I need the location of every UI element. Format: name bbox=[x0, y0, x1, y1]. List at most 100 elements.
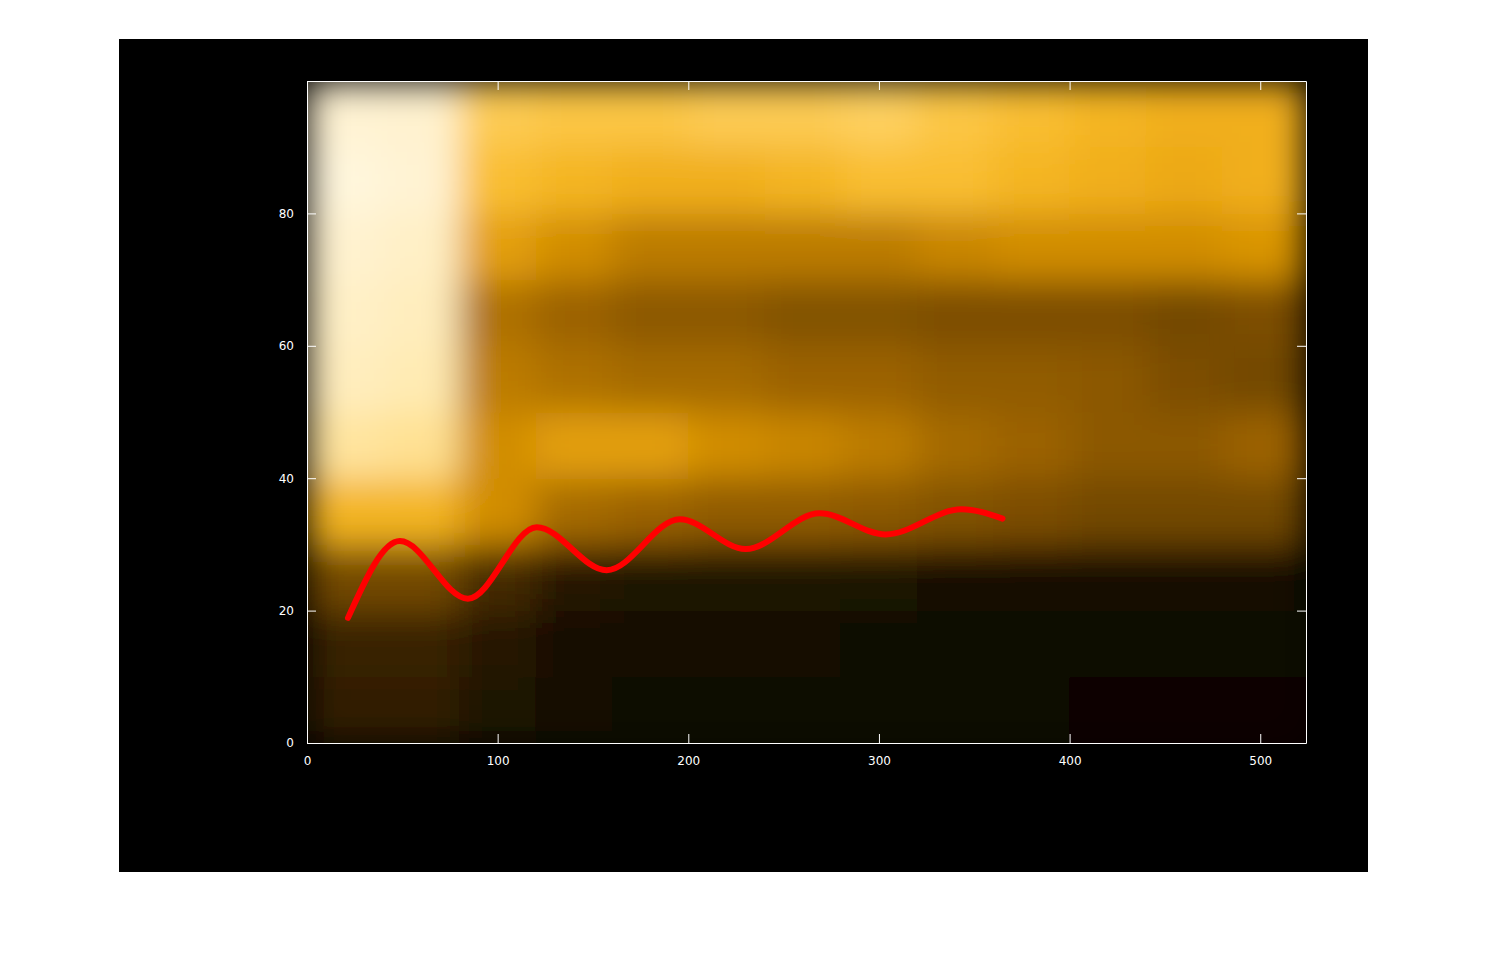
image-cell bbox=[688, 346, 765, 413]
image-cell bbox=[612, 213, 689, 280]
tick bbox=[1070, 81, 1071, 90]
image-cell bbox=[1298, 213, 1306, 280]
image-cell bbox=[383, 346, 460, 413]
axis-line bbox=[308, 743, 1307, 744]
line bbox=[348, 509, 1002, 618]
image-cell bbox=[841, 677, 918, 743]
image-cell bbox=[307, 544, 384, 611]
tick-mark bbox=[1297, 346, 1306, 347]
image-cell bbox=[1298, 412, 1306, 479]
image-cell bbox=[1146, 346, 1223, 413]
axis bbox=[308, 81, 1307, 90]
image-cell bbox=[1070, 677, 1147, 743]
image bbox=[307, 81, 1306, 743]
image-cell bbox=[383, 147, 460, 214]
image-cell bbox=[1070, 213, 1147, 280]
image-cell bbox=[1070, 478, 1147, 545]
tick-mark bbox=[1297, 213, 1306, 214]
image-cell bbox=[1070, 346, 1147, 413]
image-cell bbox=[612, 677, 689, 743]
tick-label: 80 bbox=[279, 207, 294, 221]
image-cell bbox=[536, 81, 613, 148]
tick-mark bbox=[1297, 611, 1306, 612]
tick-mark bbox=[1297, 743, 1306, 744]
image-cell bbox=[993, 611, 1070, 678]
image-cell bbox=[993, 677, 1070, 743]
image-cell bbox=[917, 611, 994, 678]
image-cell bbox=[993, 147, 1070, 214]
image-cell bbox=[1070, 412, 1147, 479]
image-cell bbox=[460, 677, 537, 743]
image-cell bbox=[612, 346, 689, 413]
axis bbox=[1297, 82, 1307, 744]
image-cell bbox=[688, 412, 765, 479]
image-cell bbox=[612, 81, 689, 148]
image-cell bbox=[307, 346, 384, 413]
tick-label: 40 bbox=[279, 472, 294, 486]
image-cell bbox=[993, 280, 1070, 347]
image-cell bbox=[536, 147, 613, 214]
image-cell bbox=[841, 611, 918, 678]
image-cell bbox=[1070, 81, 1147, 148]
image-cell bbox=[460, 280, 537, 347]
image-cell bbox=[307, 280, 384, 347]
axis: 020406080 bbox=[279, 82, 316, 751]
tick: 20 bbox=[279, 604, 316, 618]
tick: 80 bbox=[279, 207, 316, 221]
image-cell bbox=[307, 478, 384, 545]
tick bbox=[1297, 346, 1306, 347]
axis-line bbox=[307, 82, 308, 744]
image-cell bbox=[536, 478, 613, 545]
image-cell bbox=[688, 213, 765, 280]
tick-mark bbox=[1260, 81, 1261, 90]
image-cell bbox=[460, 611, 537, 678]
image-cell bbox=[383, 611, 460, 678]
tick: 300 bbox=[868, 734, 891, 768]
image-cell bbox=[1222, 147, 1299, 214]
tick-label: 200 bbox=[677, 754, 700, 768]
image-cell bbox=[1298, 346, 1306, 413]
image-cell bbox=[1298, 280, 1306, 347]
image-cell bbox=[1146, 611, 1223, 678]
image-cell bbox=[917, 346, 994, 413]
tick-mark bbox=[307, 346, 316, 347]
image-cell bbox=[688, 611, 765, 678]
image-cell bbox=[460, 412, 537, 479]
image-cell bbox=[1070, 611, 1147, 678]
image-cell bbox=[688, 677, 765, 743]
image-cell bbox=[1298, 677, 1306, 743]
image-cell bbox=[307, 147, 384, 214]
tick-mark bbox=[1297, 478, 1306, 479]
image-cell bbox=[1222, 346, 1299, 413]
image-cell bbox=[765, 611, 842, 678]
image-cell bbox=[993, 81, 1070, 148]
tick-mark bbox=[1070, 734, 1071, 743]
image-cell bbox=[993, 478, 1070, 545]
tick-mark bbox=[879, 81, 880, 90]
image-cell bbox=[1222, 478, 1299, 545]
image-cell bbox=[1222, 81, 1299, 148]
tick-label: 20 bbox=[279, 604, 294, 618]
tick-label: 60 bbox=[279, 339, 294, 353]
plot-area bbox=[307, 81, 1306, 743]
tick bbox=[1297, 478, 1306, 479]
image-cell bbox=[536, 412, 613, 479]
tick-mark bbox=[1260, 734, 1261, 743]
image-cell bbox=[993, 346, 1070, 413]
image-cell bbox=[536, 677, 613, 743]
tick-mark bbox=[879, 734, 880, 743]
image-cell bbox=[841, 544, 918, 611]
tick bbox=[879, 81, 880, 90]
image-cell bbox=[536, 280, 613, 347]
tick bbox=[307, 81, 308, 90]
tick-mark bbox=[307, 743, 316, 744]
axis: 0100200300400500 bbox=[304, 734, 1307, 768]
image-cell bbox=[536, 611, 613, 678]
tick-mark bbox=[1070, 81, 1071, 90]
image-cell bbox=[1146, 147, 1223, 214]
image-cell bbox=[1298, 478, 1306, 545]
image-cell bbox=[1222, 611, 1299, 678]
tick-label: 100 bbox=[487, 754, 510, 768]
tick-label: 400 bbox=[1059, 754, 1082, 768]
image-cell bbox=[841, 213, 918, 280]
